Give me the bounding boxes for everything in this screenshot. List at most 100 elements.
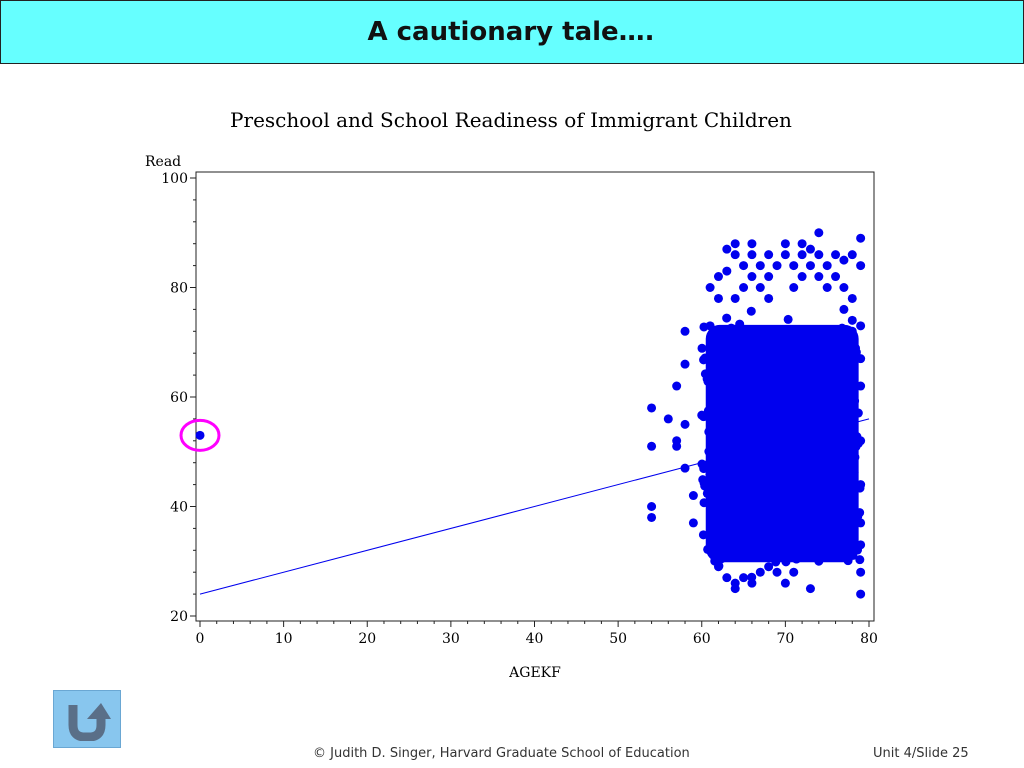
cluster-point bbox=[717, 452, 727, 462]
cluster-point bbox=[710, 503, 720, 513]
cluster-point bbox=[730, 475, 740, 485]
data-point bbox=[839, 304, 849, 314]
cluster-point bbox=[746, 306, 756, 316]
cluster-point bbox=[748, 354, 758, 364]
data-point bbox=[856, 381, 866, 391]
data-point bbox=[797, 272, 807, 282]
data-point bbox=[805, 261, 815, 271]
data-point bbox=[764, 293, 774, 303]
data-point bbox=[722, 573, 732, 583]
data-point bbox=[856, 540, 866, 550]
data-point bbox=[730, 293, 740, 303]
data-point bbox=[822, 261, 832, 271]
data-point bbox=[647, 403, 657, 413]
cluster-point bbox=[699, 355, 709, 365]
cluster-point bbox=[785, 357, 795, 367]
cluster-point bbox=[767, 411, 777, 421]
data-point bbox=[847, 293, 857, 303]
cluster-point bbox=[790, 401, 800, 411]
data-point bbox=[764, 250, 774, 260]
cluster-point bbox=[734, 427, 744, 437]
data-point bbox=[856, 567, 866, 577]
data-point bbox=[747, 250, 757, 260]
cluster-point bbox=[798, 440, 808, 450]
footer-slide-number: Unit 4/Slide 25 bbox=[873, 746, 969, 761]
cluster-point bbox=[728, 492, 738, 502]
cluster-point bbox=[761, 343, 771, 353]
cluster-point bbox=[720, 396, 730, 406]
cluster-point bbox=[781, 557, 791, 567]
data-point bbox=[797, 239, 807, 249]
cluster-point bbox=[805, 389, 815, 399]
back-button[interactable] bbox=[53, 690, 121, 748]
cluster-point bbox=[830, 526, 840, 536]
data-point bbox=[847, 529, 857, 539]
cluster-point bbox=[809, 327, 819, 337]
cluster-point bbox=[794, 339, 804, 349]
cluster-point bbox=[802, 537, 812, 547]
cluster-point bbox=[798, 550, 808, 560]
cluster-point bbox=[756, 519, 766, 529]
data-point bbox=[730, 584, 740, 594]
data-point bbox=[856, 436, 866, 446]
data-point bbox=[831, 250, 841, 260]
data-point bbox=[822, 283, 832, 292]
cluster-point bbox=[783, 314, 793, 324]
cluster-point bbox=[698, 530, 708, 540]
cluster-point bbox=[758, 476, 768, 486]
cluster-point bbox=[819, 389, 829, 399]
data-point bbox=[672, 441, 682, 451]
cluster-point bbox=[716, 495, 726, 505]
cluster-point bbox=[746, 337, 756, 347]
cluster-point bbox=[841, 459, 851, 469]
x-tick-label: 30 bbox=[442, 631, 460, 647]
cluster-point bbox=[775, 474, 785, 484]
y-tick-label: 100 bbox=[161, 171, 188, 187]
cluster-point bbox=[804, 462, 814, 472]
cluster-point bbox=[839, 522, 849, 532]
y-tick-label: 80 bbox=[170, 281, 188, 297]
data-point bbox=[739, 573, 749, 583]
cluster-point bbox=[825, 435, 835, 445]
cluster-point bbox=[729, 548, 739, 558]
dense-cluster-group bbox=[697, 306, 865, 582]
cluster-point bbox=[726, 323, 736, 333]
cluster-point bbox=[753, 410, 763, 420]
cluster-point bbox=[785, 494, 795, 504]
cluster-point bbox=[758, 469, 768, 479]
cluster-point bbox=[791, 554, 801, 564]
cluster-point bbox=[834, 449, 844, 459]
cluster-point bbox=[797, 492, 807, 502]
cluster-point bbox=[846, 373, 856, 383]
data-point bbox=[839, 255, 849, 265]
cluster-point bbox=[736, 348, 746, 358]
cluster-point bbox=[784, 334, 794, 344]
cluster-point bbox=[851, 343, 861, 353]
cluster-point bbox=[723, 370, 733, 380]
cluster-point bbox=[806, 423, 816, 433]
cluster-point bbox=[807, 490, 817, 500]
cluster-point bbox=[778, 406, 788, 416]
cluster-point bbox=[836, 434, 846, 444]
cluster-point bbox=[704, 447, 714, 457]
cluster-point bbox=[770, 329, 780, 339]
cluster-point bbox=[735, 319, 745, 329]
cluster-point bbox=[778, 422, 788, 432]
cluster-point bbox=[766, 444, 776, 454]
cluster-point bbox=[721, 380, 731, 390]
data-point bbox=[814, 556, 824, 566]
data-point bbox=[856, 589, 866, 599]
cluster-point bbox=[734, 389, 744, 399]
data-point bbox=[730, 250, 740, 260]
cluster-point bbox=[779, 455, 789, 465]
cluster-point bbox=[805, 404, 815, 414]
data-point bbox=[688, 491, 698, 501]
data-point bbox=[713, 562, 723, 572]
x-tick-label: 60 bbox=[693, 631, 711, 647]
cluster-point bbox=[710, 461, 720, 471]
data-point bbox=[789, 261, 799, 271]
data-point bbox=[680, 359, 690, 369]
data-point bbox=[814, 272, 824, 282]
cluster-point bbox=[705, 531, 715, 541]
cluster-point bbox=[782, 466, 792, 476]
